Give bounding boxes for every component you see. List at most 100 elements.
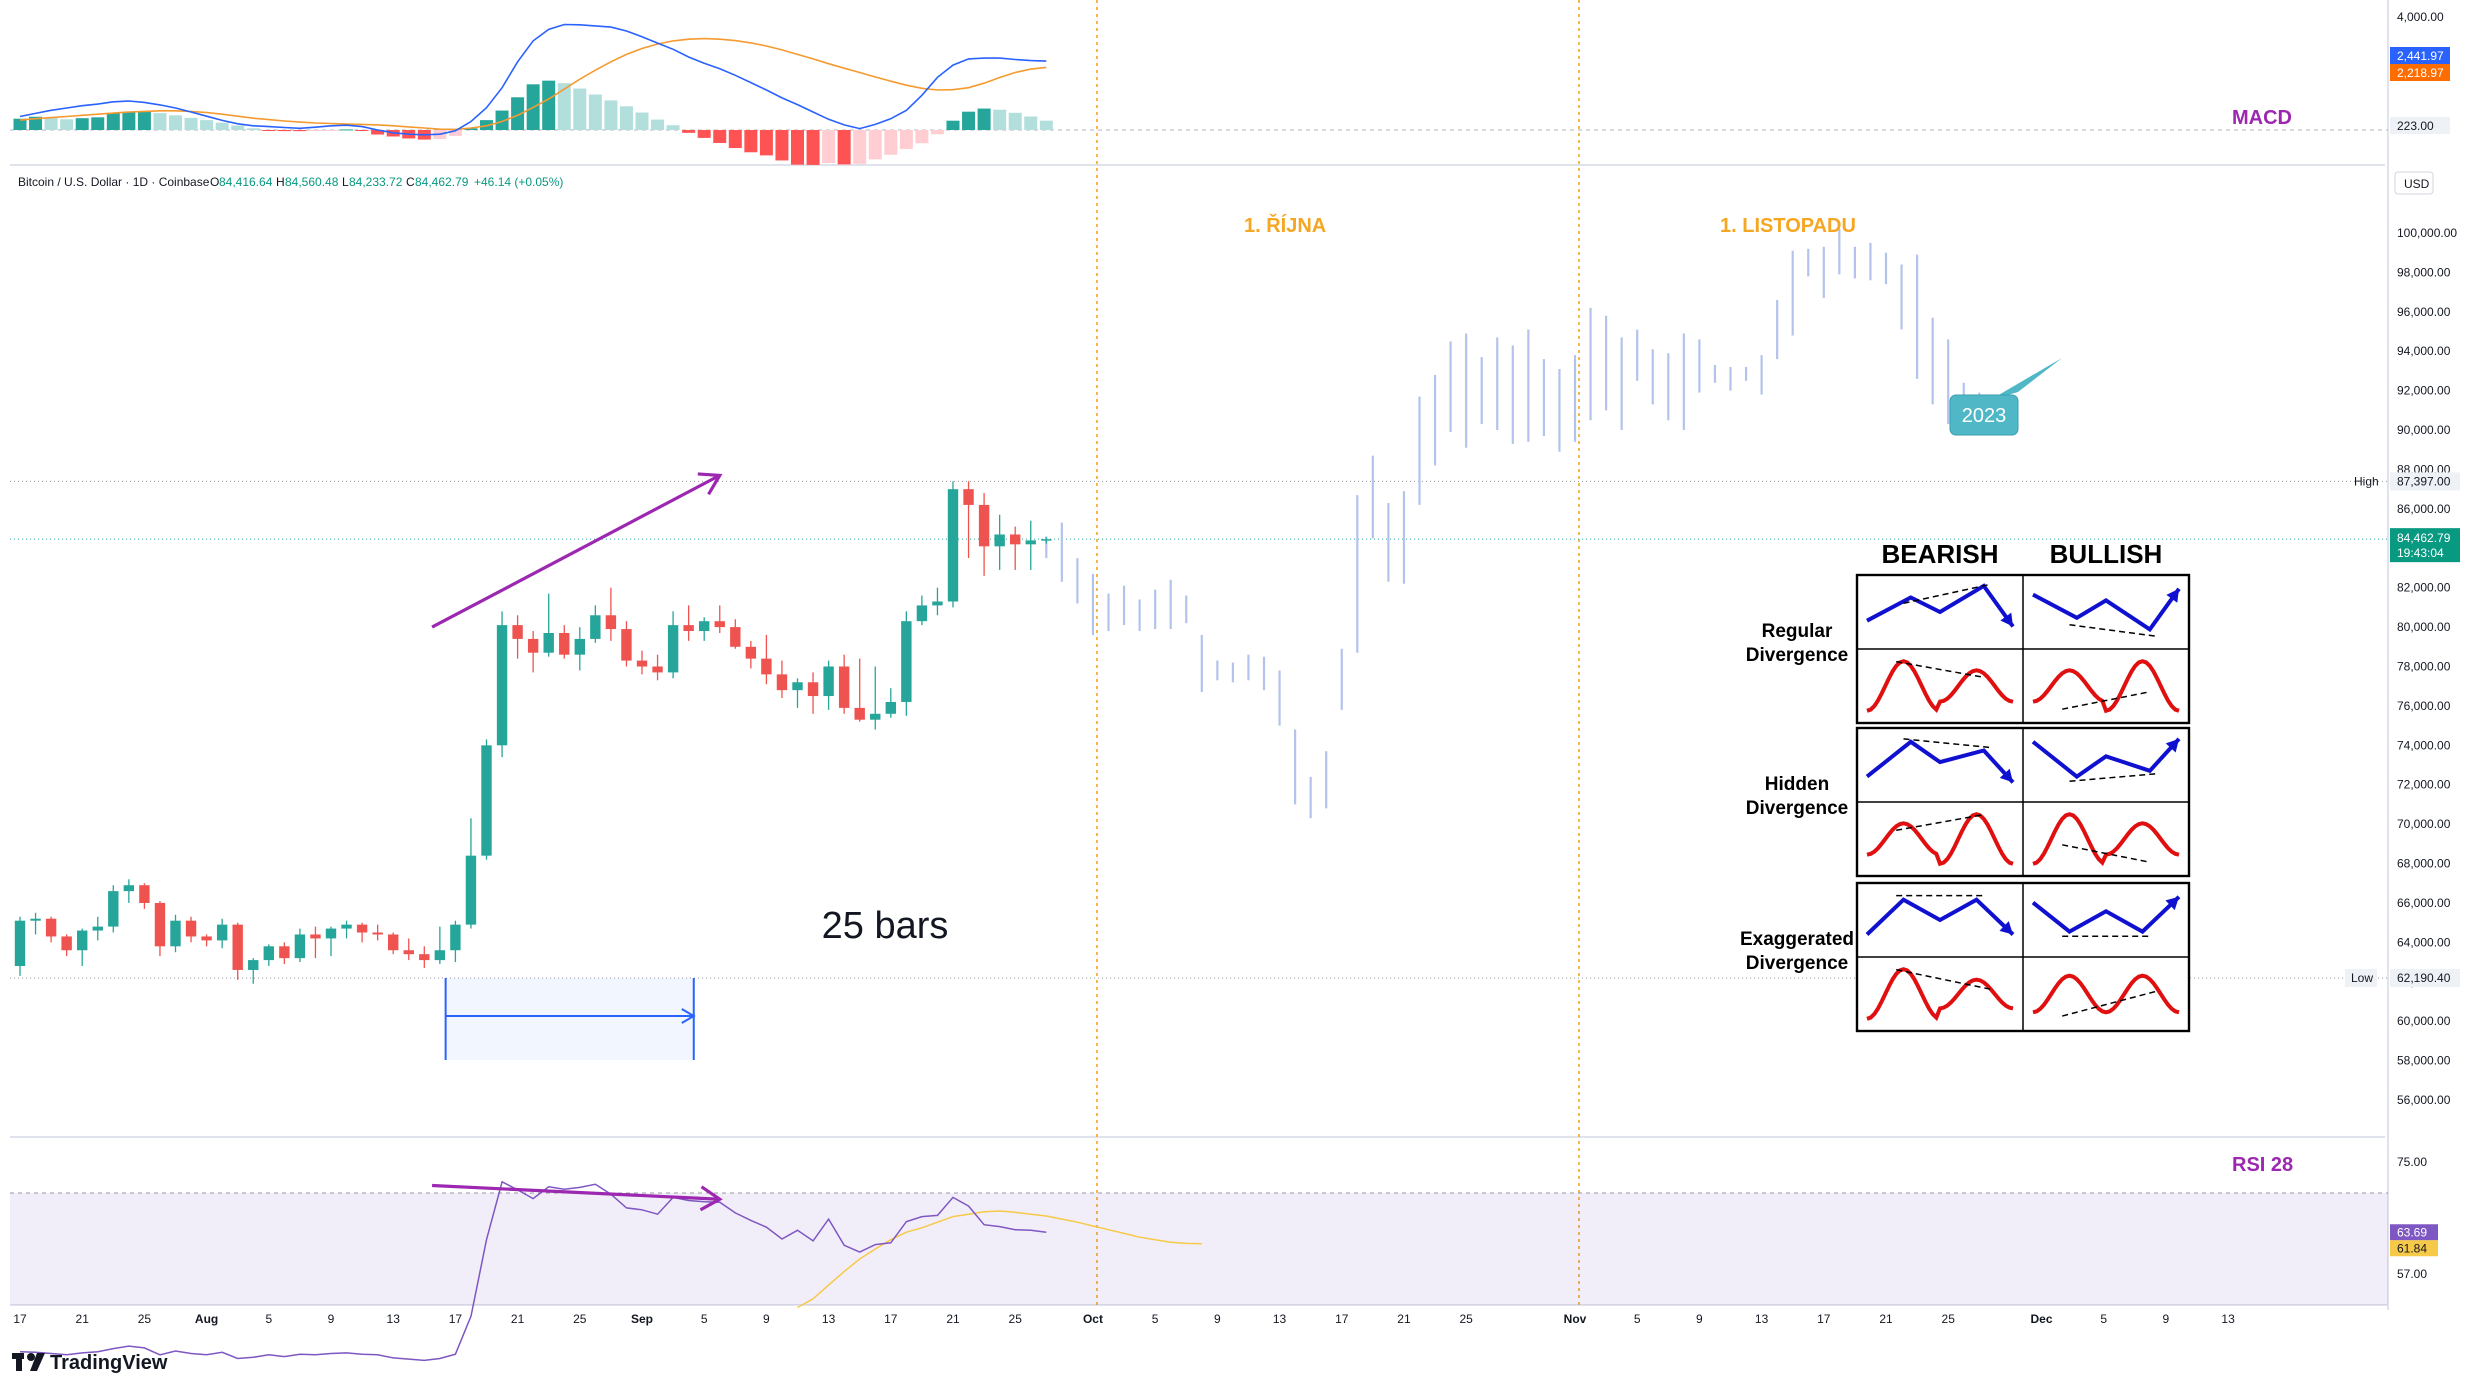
- candle-body[interactable]: [403, 950, 414, 955]
- currency-button[interactable]: [2394, 171, 2434, 195]
- price-tick-label: 70,000.00: [2397, 817, 2451, 831]
- candle-body[interactable]: [590, 615, 601, 639]
- macd-histogram-bar: [604, 100, 618, 130]
- candle-body[interactable]: [901, 621, 912, 702]
- candle-body[interactable]: [745, 646, 757, 659]
- candle-body[interactable]: [667, 625, 679, 673]
- candle-body[interactable]: [372, 932, 383, 935]
- candle-body[interactable]: [574, 638, 585, 655]
- candle-body[interactable]: [294, 934, 306, 959]
- candle-body[interactable]: [201, 936, 212, 941]
- macd-histogram-bar: [511, 97, 525, 130]
- candle-body[interactable]: [325, 928, 337, 939]
- candle-body[interactable]: [963, 489, 974, 505]
- candle-body[interactable]: [434, 950, 446, 961]
- candle-body[interactable]: [605, 615, 617, 630]
- candle-body[interactable]: [263, 946, 274, 961]
- candle-body[interactable]: [310, 934, 321, 939]
- price-divergence-arrow[interactable]: [431, 472, 723, 629]
- rsi-divergence-arrow[interactable]: [431, 1183, 723, 1212]
- candle-body[interactable]: [170, 920, 181, 947]
- callout-2023[interactable]: [1949, 394, 2019, 436]
- candle-body[interactable]: [714, 621, 725, 628]
- candle-body[interactable]: [248, 960, 259, 970]
- price-axis: 56,000.0058,000.0060,000.0062,000.0064,0…: [2345, 10, 2460, 1281]
- macd-histogram-bar: [868, 130, 882, 160]
- candle-body[interactable]: [14, 920, 26, 967]
- candle-body[interactable]: [419, 954, 430, 961]
- candle-body[interactable]: [123, 885, 135, 892]
- candle-body[interactable]: [185, 920, 197, 937]
- candle-body[interactable]: [77, 930, 88, 951]
- candle-body[interactable]: [807, 682, 819, 697]
- oscillator-trendline: [2062, 990, 2158, 1017]
- candle-body[interactable]: [823, 666, 834, 697]
- candle-body[interactable]: [61, 936, 72, 951]
- macd-histogram-bar: [837, 130, 851, 165]
- candle-body[interactable]: [776, 674, 788, 691]
- candle-body[interactable]: [636, 660, 648, 667]
- date-range-measure[interactable]: [444, 978, 696, 1060]
- candle-body[interactable]: [870, 713, 881, 720]
- candle-body[interactable]: [838, 666, 850, 708]
- candle-body[interactable]: [932, 601, 943, 606]
- candle-body[interactable]: [559, 633, 570, 655]
- candle-body[interactable]: [683, 625, 694, 632]
- candle-body[interactable]: [854, 707, 865, 720]
- candle-body[interactable]: [543, 633, 554, 653]
- divergence-row-label: Hidden: [1765, 774, 1829, 795]
- price-tick-label: 78,000.00: [2397, 660, 2451, 674]
- candle-body[interactable]: [450, 924, 461, 951]
- price-tick-label: 72,000.00: [2397, 778, 2451, 792]
- macd-histogram-bar: [915, 130, 929, 144]
- macd-histogram-bar: [169, 115, 182, 130]
- tradingview-logo[interactable]: TradingView: [12, 1352, 168, 1374]
- candle-body[interactable]: [978, 504, 990, 547]
- candle-body[interactable]: [465, 855, 477, 925]
- macd-histogram-bar: [448, 130, 462, 136]
- candle-body[interactable]: [30, 918, 41, 921]
- candle-body[interactable]: [792, 682, 803, 691]
- candle-body[interactable]: [699, 621, 710, 632]
- candle-body[interactable]: [527, 638, 539, 653]
- candle-body[interactable]: [1025, 540, 1036, 545]
- candle-body[interactable]: [154, 902, 166, 947]
- candle-body[interactable]: [652, 666, 663, 673]
- candle-body[interactable]: [916, 605, 928, 622]
- measure-area: [445, 978, 694, 1060]
- high-tag: High: [2354, 474, 2379, 488]
- candle-body[interactable]: [216, 924, 228, 941]
- candle-body[interactable]: [139, 885, 150, 903]
- macd-histogram-bar: [200, 120, 214, 130]
- time-tick-label: 5: [2100, 1312, 2107, 1326]
- october-annotation: 1. ŘÍJNA: [1244, 213, 1326, 237]
- time-tick-label: 9: [1696, 1312, 1703, 1326]
- candle-body[interactable]: [1041, 539, 1052, 541]
- candle-body[interactable]: [885, 701, 896, 714]
- legend-symbol[interactable]: Bitcoin / U.S. Dollar · 1D · Coinbase: [18, 175, 210, 189]
- candle-body[interactable]: [621, 629, 632, 661]
- candle-body[interactable]: [761, 658, 772, 675]
- candle-body[interactable]: [1010, 534, 1021, 545]
- candle-body[interactable]: [279, 946, 290, 959]
- candle-body[interactable]: [512, 625, 523, 639]
- candle-body[interactable]: [108, 891, 119, 927]
- candle-body[interactable]: [481, 745, 492, 856]
- candle-body[interactable]: [232, 924, 243, 970]
- candle-body[interactable]: [388, 934, 399, 951]
- candle-body[interactable]: [994, 534, 1005, 547]
- candle-body[interactable]: [92, 926, 103, 931]
- candle-body[interactable]: [730, 627, 741, 647]
- price-zigzag: [1865, 739, 2015, 784]
- price-tick-label: 60,000.00: [2397, 1014, 2451, 1028]
- macd-line: [19, 23, 1047, 136]
- rsi-value-tag: [2390, 1224, 2438, 1241]
- candle-body[interactable]: [496, 625, 508, 746]
- bullish-sketch: [2031, 895, 2181, 1017]
- candle-body[interactable]: [341, 924, 352, 929]
- candle-body[interactable]: [45, 918, 57, 937]
- macd-histogram-bar: [822, 130, 836, 163]
- candle-body[interactable]: [356, 924, 368, 933]
- candle-body[interactable]: [947, 489, 959, 602]
